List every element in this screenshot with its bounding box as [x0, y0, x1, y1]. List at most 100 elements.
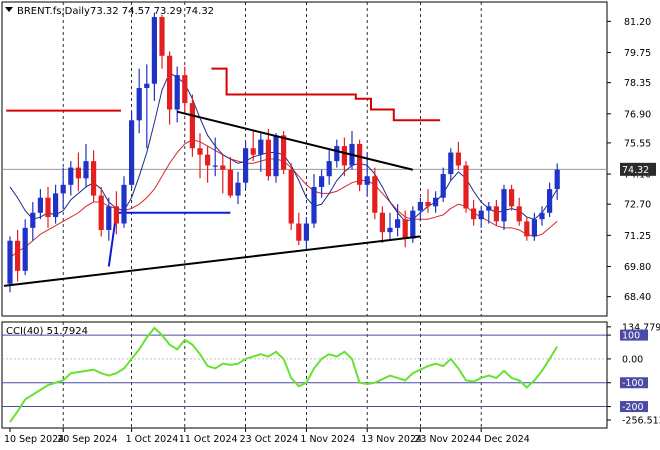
bull-candle — [539, 212, 545, 220]
bull-candle — [22, 227, 28, 271]
bear-candle — [524, 221, 530, 237]
bear-candle — [189, 103, 195, 149]
cci-line — [9, 326, 559, 423]
bull-candle — [212, 165, 218, 167]
last-price-tag — [620, 162, 656, 176]
bear-candle — [425, 202, 431, 207]
bull-candle — [440, 174, 446, 198]
bull-candle — [174, 75, 180, 110]
cci-title: CCI(40) 51.7924 — [6, 326, 88, 337]
bull-candle — [136, 88, 142, 121]
bear-candle — [516, 206, 522, 222]
bull-candle — [68, 167, 74, 185]
bull-candle — [531, 219, 537, 237]
y-tick-label: 75.55 — [624, 138, 651, 149]
bull-candle — [478, 210, 484, 220]
x-tick-label: 10 Sep 2024 — [4, 434, 64, 445]
cci-tick-label: 134.779 — [622, 322, 660, 333]
x-tick-label: 20 Sep 2024 — [57, 434, 117, 445]
bull-candle — [7, 240, 13, 284]
bear-candle — [197, 148, 203, 155]
x-tick-label: 23 Nov 2024 — [414, 434, 475, 445]
bear-candle — [509, 189, 515, 207]
bull-candle — [326, 161, 332, 177]
bear-candle — [379, 212, 385, 233]
bull-candle — [30, 212, 36, 228]
candle-layer — [7, 12, 560, 293]
bull-candle — [311, 186, 317, 224]
bull-candle — [554, 169, 560, 190]
bull-candle — [395, 219, 401, 228]
x-tick-label: 23 Oct 2024 — [240, 434, 299, 445]
bull-candle — [243, 148, 249, 183]
bear-candle — [227, 169, 233, 196]
y-tick-label: 81.20 — [624, 17, 651, 28]
y-tick-label: 71.25 — [624, 231, 651, 242]
bull-candle — [235, 182, 241, 196]
lower-trendline — [3, 235, 421, 287]
y-tick-label: 69.80 — [624, 262, 651, 273]
bear-candle — [220, 165, 226, 170]
y-tick-label: 72.70 — [624, 200, 651, 211]
bear-candle — [159, 17, 165, 56]
bull-candle — [417, 202, 423, 211]
cci-tick-label: 100 — [622, 331, 640, 342]
bear-candle — [91, 161, 97, 196]
bear-candle — [75, 167, 81, 179]
cci-layer — [2, 326, 607, 423]
cci-panel-frame — [1, 321, 608, 429]
bear-candle — [341, 146, 347, 166]
cci-tick-label: -256.513 — [622, 416, 660, 427]
cci-tick-label: -200 — [622, 402, 644, 413]
bear-candle — [182, 75, 188, 104]
bull-candle — [486, 206, 492, 211]
x-tick-label: 13 Nov 2024 — [361, 434, 422, 445]
collapse-triangle-icon[interactable] — [5, 7, 13, 12]
bear-candle — [265, 139, 271, 177]
bear-candle — [463, 165, 469, 209]
cci-tick-label: -100 — [622, 378, 644, 389]
bear-candle — [296, 223, 302, 241]
upper-trendline — [176, 110, 414, 171]
y-tick-label: 79.75 — [624, 48, 651, 59]
bear-candle — [372, 176, 378, 213]
bull-candle — [144, 83, 150, 89]
chart-symbol: BRENT.fs,Daily — [17, 6, 90, 17]
bull-candle — [303, 223, 309, 241]
bull-candle — [121, 184, 127, 224]
bull-candle — [258, 139, 264, 155]
bull-candle — [60, 184, 66, 194]
bear-candle — [288, 169, 294, 224]
x-tick-label: 11 Oct 2024 — [179, 434, 238, 445]
x-tick-label: 1 Oct 2024 — [126, 434, 179, 445]
bear-candle — [493, 206, 499, 222]
bull-candle — [151, 17, 157, 84]
bull-candle — [387, 227, 393, 233]
cci-level-tag — [620, 329, 648, 341]
bear-candle — [205, 154, 211, 166]
bull-candle — [83, 161, 89, 179]
y-tick-label: 68.40 — [624, 292, 651, 303]
bull-candle — [106, 206, 112, 230]
cci-level-tag — [620, 401, 648, 413]
line-layer — [3, 110, 421, 287]
bull-candle — [501, 189, 507, 222]
x-tick-label: 4 Dec 2024 — [475, 434, 530, 445]
bull-candle — [37, 197, 43, 213]
bear-candle — [357, 143, 363, 185]
bear-candle — [402, 219, 408, 239]
cci-level-tag — [620, 377, 648, 389]
bull-candle — [448, 152, 454, 175]
bull-candle — [334, 146, 340, 162]
bear-candle — [98, 195, 104, 230]
bear-candle — [167, 55, 173, 110]
bear-candle — [471, 208, 477, 220]
chart-ohlc: 73.32 74.57 73.29 74.32 — [90, 6, 214, 17]
price-panel-frame — [1, 1, 608, 317]
bear-candle — [455, 152, 461, 166]
bull-candle — [547, 189, 553, 213]
bear-candle — [45, 197, 51, 218]
y-tick-label: 76.90 — [624, 109, 651, 120]
